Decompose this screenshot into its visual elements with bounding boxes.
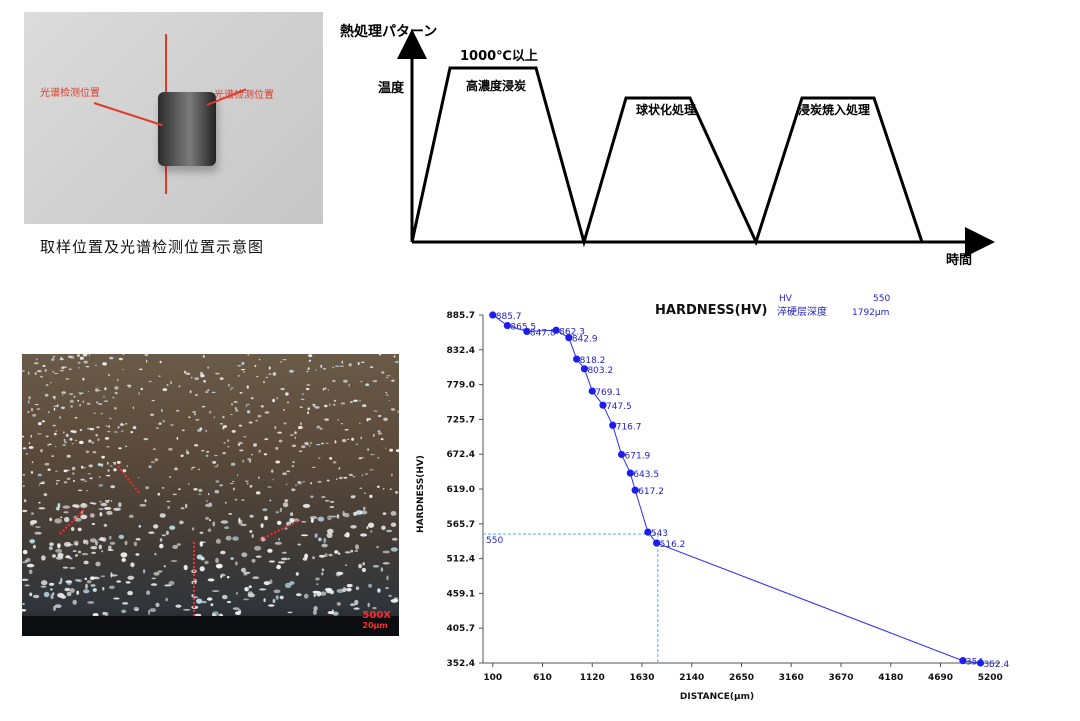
hardness-point [580, 365, 589, 373]
hardness-point [617, 450, 626, 459]
x-axis-title: DISTANCE(µm) [680, 692, 754, 702]
x-tick-label: 1120 [580, 673, 605, 683]
x-tick-label: 1630 [629, 673, 654, 683]
point-label: 643.5 [633, 470, 659, 480]
stage-label: 浸炭焼入処理 [798, 102, 870, 117]
y-tick-label: 672.4 [447, 450, 475, 460]
hardness-point [609, 421, 617, 429]
heat-treatment-diagram: 熱処理パターン 温度 時間 1000℃以上 高濃度浸炭 球状化処理 浸炭焼入処理 [340, 23, 995, 268]
x-tick-label: 2140 [679, 673, 704, 683]
y-tick-label: 512.4 [447, 555, 475, 565]
point-label: 617.2 [638, 487, 664, 497]
point-label: 747.5 [606, 402, 632, 412]
point-label: 354 [966, 658, 983, 668]
x-tick-label: 4180 [878, 673, 903, 683]
hardness-series-line [492, 314, 981, 664]
photo-caption: 取样位置及光谱检测位置示意图 [40, 238, 265, 256]
point-label: 671.9 [625, 452, 651, 462]
y-tick-label: 779.0 [447, 381, 475, 391]
point-label: 885.7 [496, 312, 522, 322]
y-tick-label: 832.4 [447, 346, 475, 356]
measurement-line [117, 465, 141, 495]
y-tick-label: 885.7 [447, 311, 475, 321]
time-label: 時間 [946, 252, 972, 268]
y-tick-label: 565.7 [447, 520, 475, 530]
reference-hv-label: 550 [486, 536, 503, 546]
y-axis-title: HARDNESS(HV) [416, 455, 426, 533]
y-tick-label: 725.7 [447, 415, 475, 425]
legend-hv-value: 550 [873, 294, 890, 304]
point-label: 516.2 [660, 540, 686, 550]
hardness-point [631, 486, 639, 494]
temperature-label: 温度 [378, 80, 405, 96]
x-tick-label: 5200 [978, 673, 1003, 683]
y-tick-label: 459.1 [447, 589, 475, 599]
hardness-point [503, 321, 511, 330]
point-label: 803.2 [587, 366, 613, 376]
carbide-particles [22, 354, 399, 618]
hardness-point [976, 659, 985, 667]
legend-depth-label: 淬硬层深度 [777, 305, 827, 318]
arrow-left [93, 102, 163, 127]
hardness-point [552, 326, 560, 334]
hardness-point [573, 355, 581, 363]
y-tick-label: 405.7 [447, 624, 475, 634]
magnification-label: 500X 20µm [362, 610, 391, 630]
hardness-point [588, 387, 596, 395]
heat-cycle-curve [410, 66, 924, 248]
x-tick-label: 100 [483, 673, 502, 683]
point-label: 847.8 [530, 328, 556, 338]
measurement-line [59, 509, 85, 535]
mount-edge [22, 616, 399, 636]
hardness-point [626, 469, 634, 477]
point-label: 865.5 [510, 323, 536, 333]
temperature-note: 1000℃以上 [460, 49, 538, 64]
steel-sample [158, 92, 216, 166]
hardness-point [565, 334, 573, 342]
point-label: 716.7 [616, 422, 642, 432]
hardness-chart: 352.4 405.7 459.1 512.4 565.7 619.0 672.4 725.7… [416, 294, 1010, 702]
y-tick-label: 352.4 [447, 659, 475, 669]
hardness-point [523, 327, 531, 336]
stage-label: 高濃度浸炭 [466, 78, 526, 93]
x-tick-label: 3670 [828, 673, 853, 683]
x-tick-label: 610 [533, 673, 552, 683]
sample-photo: 光谱检测位置 光谱检测位置 [24, 12, 323, 224]
x-tick-label: 4690 [928, 673, 953, 683]
microstructure-image: 500X 20µm [22, 354, 399, 636]
point-label: 818.2 [580, 356, 606, 366]
chart-title: HARDNESS(HV) [655, 303, 767, 318]
stage-label: 球状化処理 [636, 102, 696, 117]
point-label: 769.1 [595, 388, 621, 398]
point-label: 842.9 [572, 335, 598, 345]
hardness-point [489, 311, 497, 319]
legend-hv-key: HV [779, 294, 793, 304]
spectrum-position-label-left: 光谱检测位置 [40, 88, 100, 99]
x-tick-label: 3160 [779, 673, 804, 683]
legend-depth-value: 1792µm [852, 308, 889, 318]
hardness-point [644, 528, 652, 536]
measurement-line [259, 519, 301, 541]
x-tick-label: 2650 [729, 673, 754, 683]
spectrum-position-label-right: 光谱检测位置 [214, 90, 274, 101]
point-label: 352.4 [983, 660, 1009, 670]
hardness-point [599, 401, 607, 409]
point-label: 543 [651, 529, 668, 539]
hardness-point [653, 539, 661, 547]
pattern-title: 熱処理パターン [340, 23, 437, 40]
hardness-point [959, 657, 967, 665]
y-tick-label: 619.0 [447, 485, 475, 495]
point-label: 862.3 [559, 327, 585, 337]
